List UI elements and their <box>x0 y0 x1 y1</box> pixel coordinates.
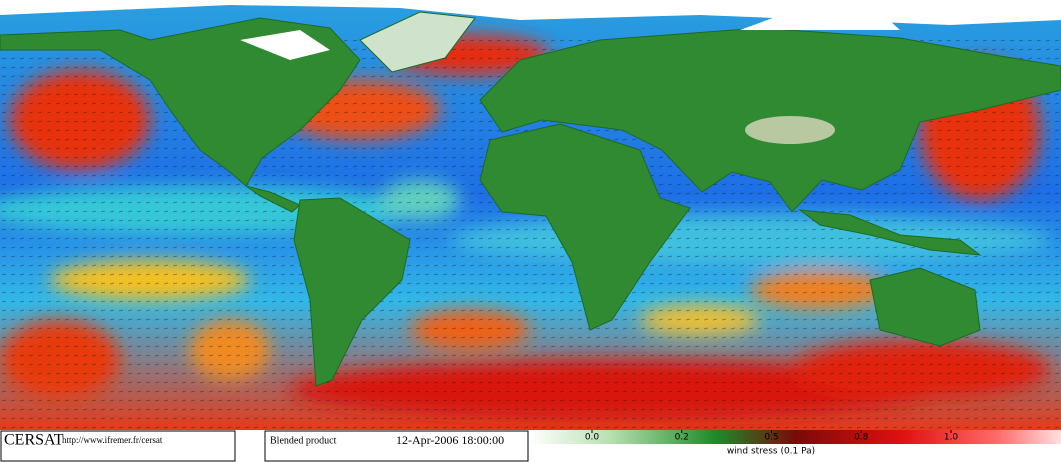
land <box>0 11 1061 387</box>
colorbar-tick-label: 1.0 <box>944 433 959 443</box>
logo-box <box>0 430 236 462</box>
colorbar-tick-label: 0.8 <box>854 433 869 443</box>
product-box <box>264 430 529 462</box>
colorbar-title: wind stress (0.1 Pa) <box>727 447 815 457</box>
colorbar <box>530 430 1061 444</box>
product: Blended product <box>270 435 337 446</box>
colorbar-tick-label: 0.0 <box>585 433 600 443</box>
url: http://www.ifremer.fr/cersat <box>62 435 163 445</box>
colorbar-tick-label: 0.2 <box>675 433 689 443</box>
datetime: 12-Apr-2006 18:00:00 <box>396 433 504 447</box>
colorbar-tick-label: 0.5 <box>764 433 778 443</box>
logo: CERSAT <box>4 432 64 449</box>
